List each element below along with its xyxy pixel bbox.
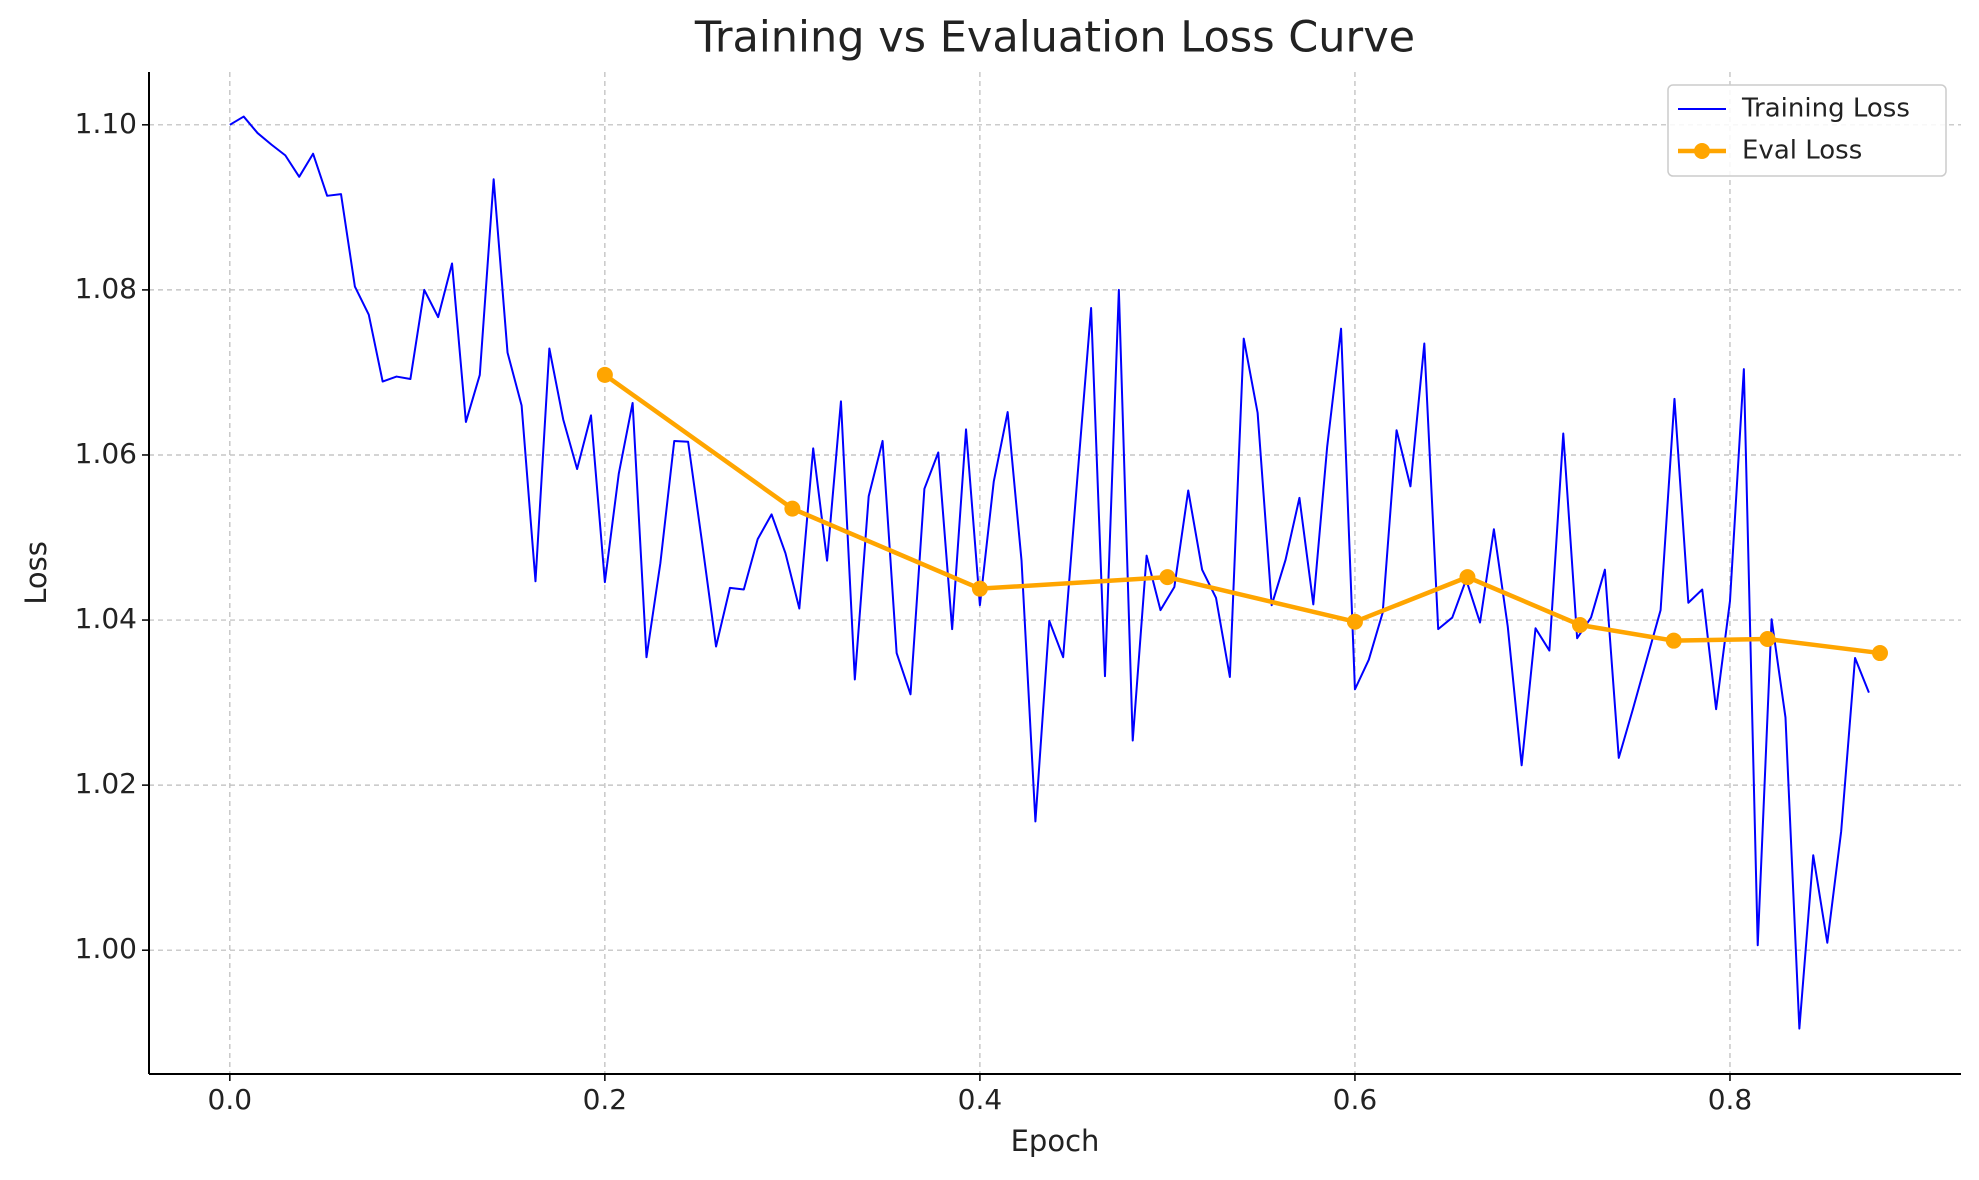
point <box>1346 613 1363 630</box>
line-series <box>603 373 1881 656</box>
x-axis-label: Epoch <box>1011 1124 1100 1158</box>
legend: Training Loss Eval Loss <box>1667 84 1947 177</box>
x-tick-label: 0.6 <box>1333 1083 1378 1116</box>
point <box>1459 569 1476 586</box>
x-tick-label: 0.8 <box>1708 1083 1753 1116</box>
x-tick-label: 0.4 <box>958 1083 1003 1116</box>
point <box>596 366 613 383</box>
point <box>784 500 801 517</box>
y-tick-label: 1.02 <box>75 767 137 800</box>
legend-label: Training Loss <box>1741 94 1910 124</box>
y-axis-label: Loss <box>19 541 53 605</box>
legend-marker <box>1694 143 1710 159</box>
x-tick-label: 0.0 <box>208 1083 253 1116</box>
x-tick-label: 0.2 <box>583 1083 628 1116</box>
point <box>1665 632 1682 649</box>
line-series <box>229 115 1870 1030</box>
point <box>1759 631 1776 648</box>
y-tick-label: 1.04 <box>75 602 137 635</box>
legend-label: Eval Loss <box>1742 136 1862 166</box>
y-tick-label: 1.10 <box>75 107 137 140</box>
y-tick-label: 1.00 <box>75 932 137 965</box>
point <box>971 580 988 597</box>
point <box>1871 645 1888 662</box>
y-tick-label: 1.06 <box>75 437 137 470</box>
point <box>1571 616 1588 633</box>
chart-title: Training vs Evaluation Loss Curve <box>694 13 1415 63</box>
point <box>1159 569 1176 586</box>
y-tick-label: 1.08 <box>75 272 137 305</box>
legend-box <box>1667 84 1947 177</box>
